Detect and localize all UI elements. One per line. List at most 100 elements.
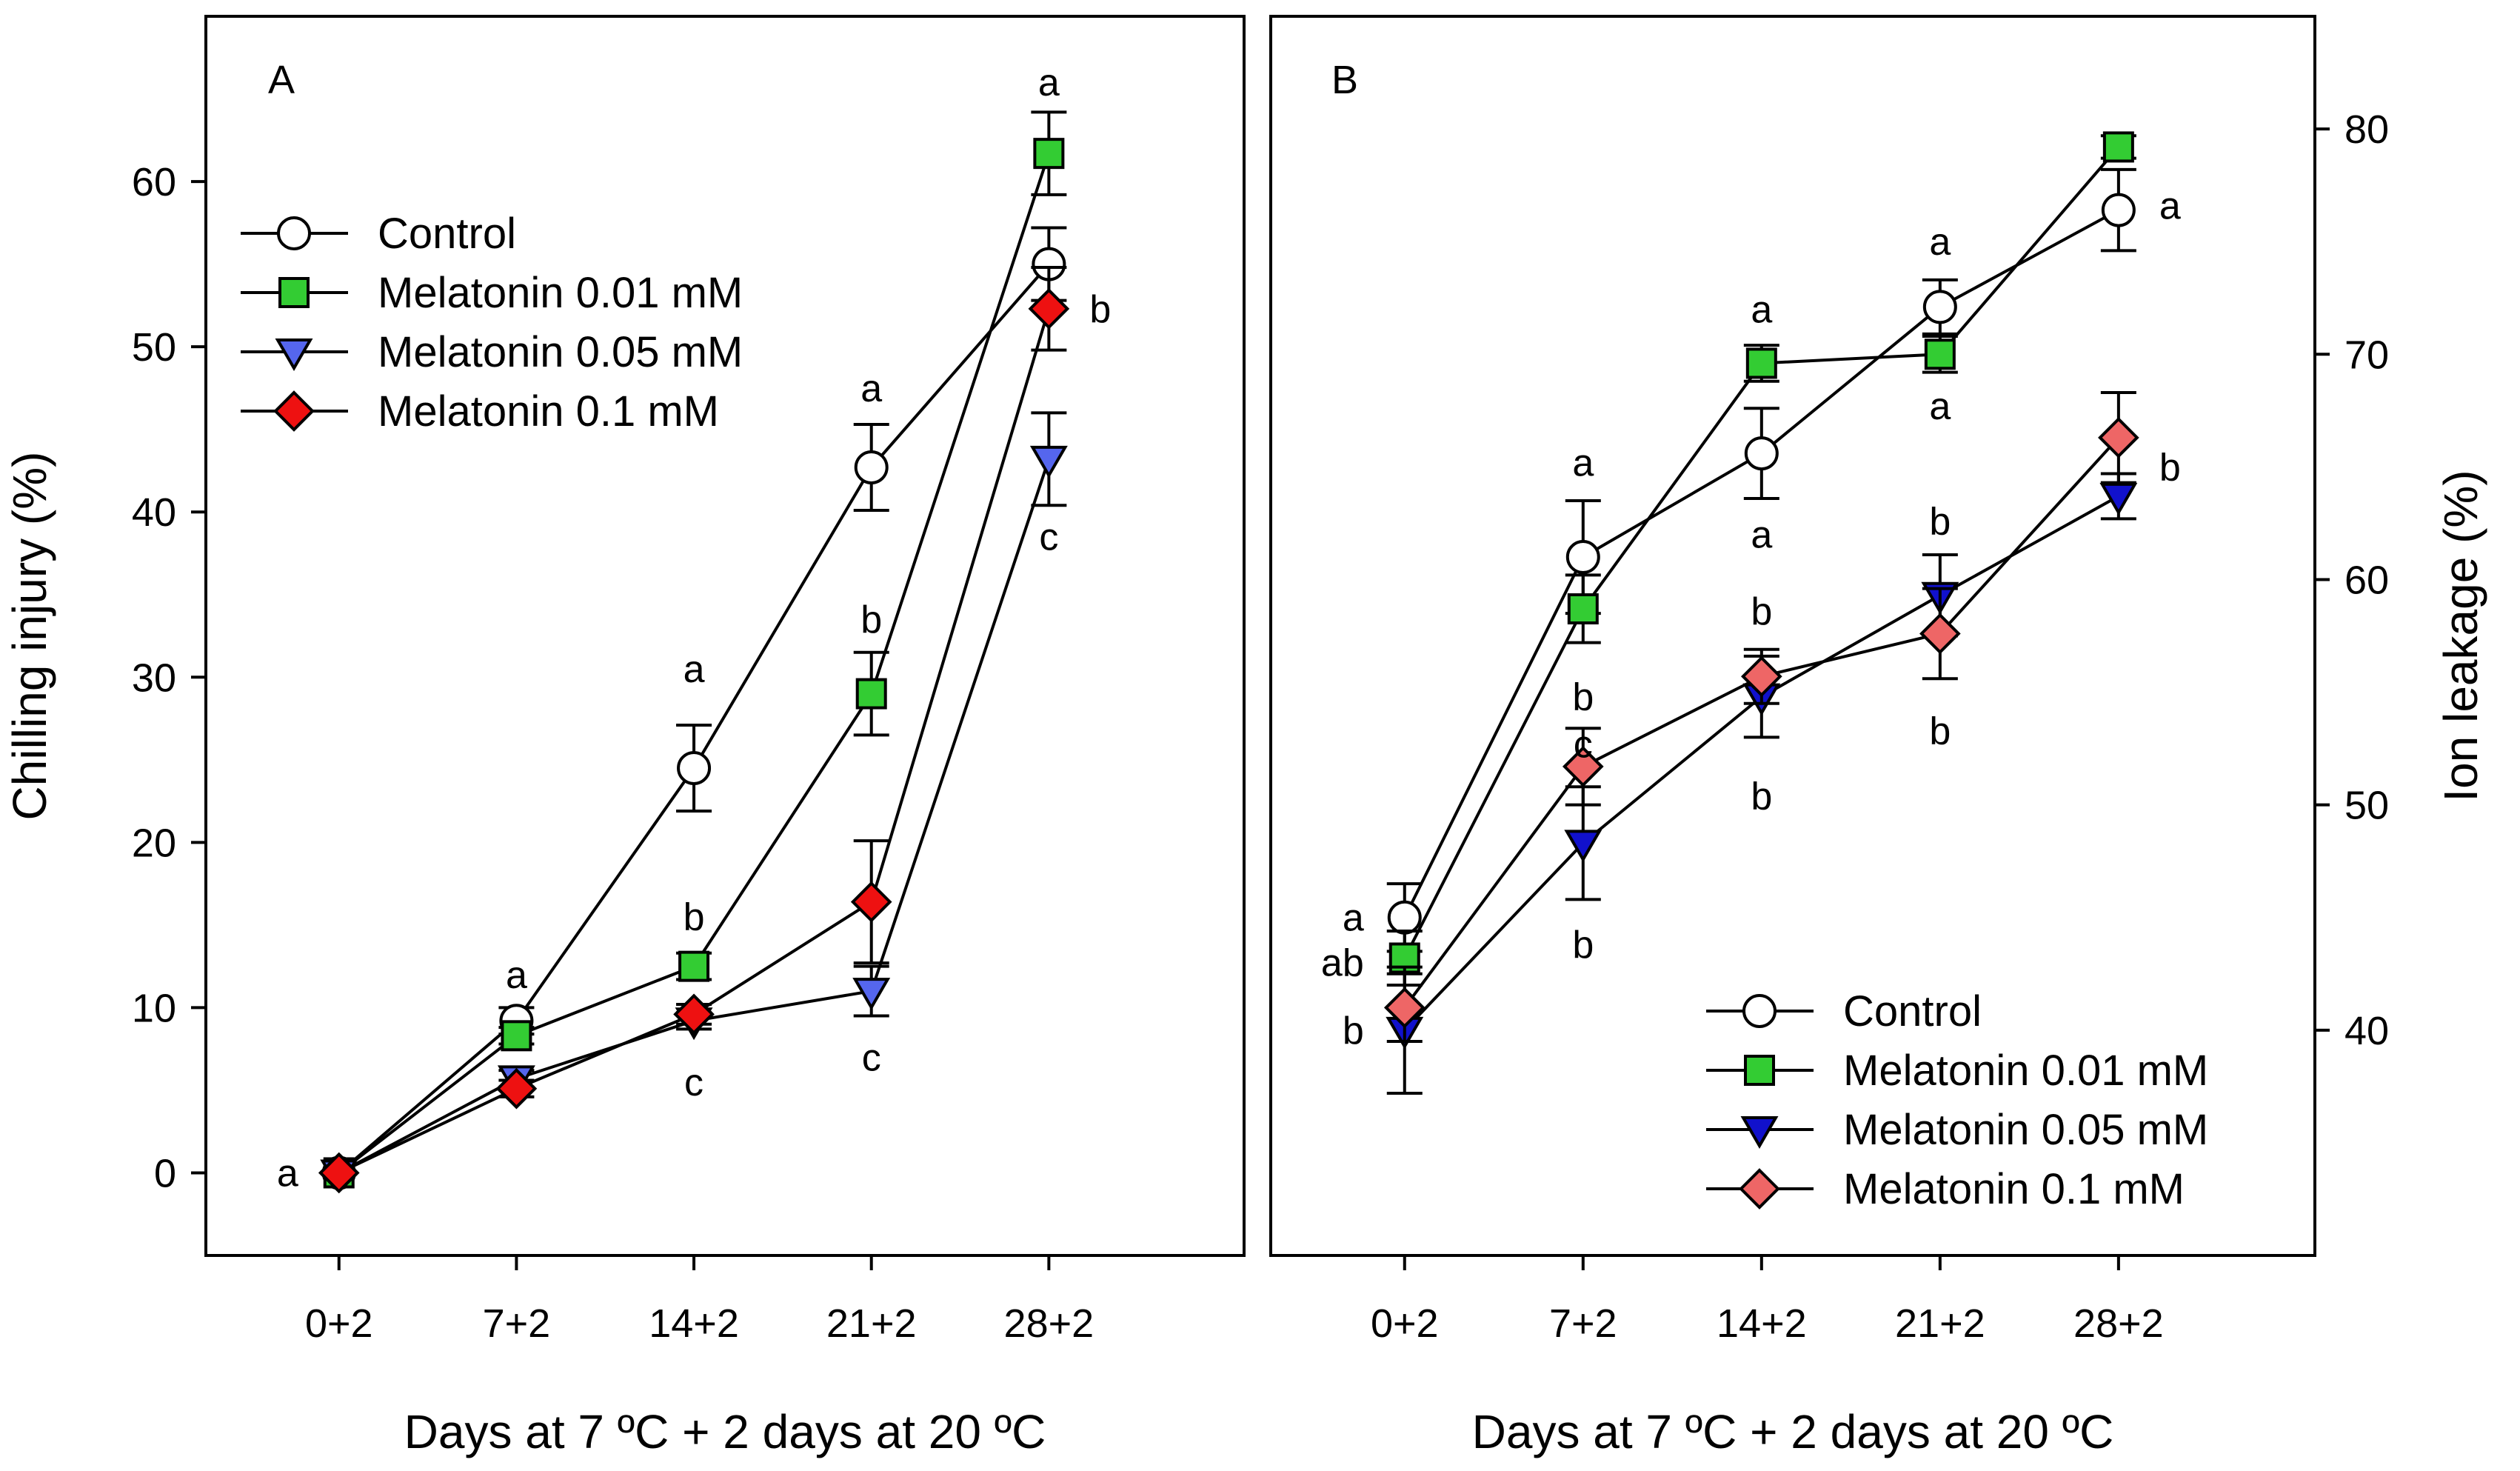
significance-letter: a bbox=[1038, 61, 1060, 104]
significance-letter: b bbox=[684, 896, 705, 939]
panel-label: A bbox=[268, 58, 295, 102]
x-tick-label: 28+2 bbox=[2073, 1301, 2164, 1346]
legend-label: Melatonin 0.05 mM bbox=[1843, 1106, 2208, 1154]
x-tick-label: 14+2 bbox=[649, 1301, 739, 1346]
y-tick-label: 40 bbox=[132, 490, 176, 535]
plot-frame bbox=[1269, 15, 2316, 1257]
legend-label: Melatonin 0.1 mM bbox=[1843, 1165, 2185, 1213]
data-point bbox=[495, 1067, 538, 1110]
data-point bbox=[1565, 540, 1600, 575]
y-tick-label: 0 bbox=[154, 1151, 176, 1195]
series-diamond bbox=[318, 266, 1070, 1194]
data-point bbox=[677, 750, 712, 785]
significance-letter: b bbox=[1929, 710, 1951, 753]
y-tick-label: 50 bbox=[2344, 784, 2389, 828]
data-point bbox=[1567, 593, 1599, 624]
legend-label: Control bbox=[1843, 987, 1982, 1035]
data-point bbox=[1924, 338, 1956, 370]
panel-a-chilling-injury: A 0+2 7+2 14+2 21+2 28+2 0 10 20 30 40 50 60 Days at … bbox=[3, 15, 1246, 1458]
x-tick-label: 0+2 bbox=[305, 1301, 373, 1346]
data-point bbox=[2101, 193, 2136, 227]
series-circle bbox=[1386, 167, 2136, 953]
y-tick-label: 40 bbox=[2344, 1009, 2389, 1053]
significance-letter: a bbox=[506, 954, 527, 997]
significance-letter: a bbox=[277, 1152, 298, 1195]
legend-marker bbox=[1744, 1055, 1775, 1086]
legend-marker bbox=[1740, 1116, 1779, 1149]
y-tick-label: 70 bbox=[2344, 333, 2389, 377]
significance-letter: a bbox=[1572, 441, 1594, 484]
significance-letter: b bbox=[1929, 500, 1951, 543]
y-axis-label: Chilling injury (%) bbox=[3, 452, 56, 821]
data-point bbox=[1562, 746, 1604, 787]
data-point bbox=[1919, 613, 1961, 655]
significance-letter: b bbox=[2159, 446, 2181, 489]
legend-marker bbox=[1742, 994, 1777, 1028]
data-point bbox=[1745, 347, 1777, 379]
y-tick-label: 60 bbox=[132, 160, 176, 204]
data-point bbox=[850, 881, 892, 923]
significance-letter: a bbox=[684, 648, 705, 691]
data-point bbox=[678, 950, 710, 982]
series-line bbox=[1403, 495, 2119, 1032]
data-point bbox=[2102, 131, 2134, 163]
significance-letter: b bbox=[860, 598, 882, 641]
series-square bbox=[1386, 131, 2136, 987]
x-tick-label: 14+2 bbox=[1717, 1301, 1807, 1346]
significance-letter: c bbox=[862, 1036, 881, 1079]
x-tick-label: 21+2 bbox=[1895, 1301, 1985, 1346]
y-tick-label: 20 bbox=[132, 821, 176, 865]
significance-letter: b bbox=[1089, 288, 1111, 331]
significance-letter: c bbox=[1039, 516, 1058, 559]
plot-frame bbox=[204, 15, 1246, 1257]
data-point bbox=[1029, 445, 1068, 478]
y-tick-label: 60 bbox=[2344, 558, 2389, 602]
significance-letter: a bbox=[1929, 385, 1951, 428]
legend-label: Melatonin 0.01 mM bbox=[378, 269, 743, 317]
legend-marker bbox=[1739, 1168, 1780, 1210]
legend-marker bbox=[273, 390, 315, 432]
data-point bbox=[854, 450, 889, 484]
significance-letter: b bbox=[1572, 676, 1594, 719]
panel-label: B bbox=[1331, 58, 1358, 102]
series-square bbox=[323, 110, 1067, 1189]
legend-label: Control bbox=[378, 210, 516, 258]
data-point bbox=[2098, 416, 2139, 458]
significance-letter: c bbox=[1574, 724, 1593, 767]
data-point bbox=[855, 678, 887, 710]
x-tick-label: 7+2 bbox=[483, 1301, 551, 1346]
data-point bbox=[1028, 287, 1070, 330]
data-point bbox=[1744, 436, 1779, 471]
significance-letter: a bbox=[1751, 288, 1772, 331]
significance-letter: b bbox=[1572, 924, 1594, 967]
data-point bbox=[1922, 290, 1957, 324]
data-point bbox=[2099, 482, 2138, 516]
x-axis-label: Days at 7 ºC + 2 days at 20 ºC bbox=[404, 1405, 1046, 1458]
significance-letter: ab bbox=[1321, 942, 1364, 985]
data-point bbox=[1564, 830, 1602, 863]
legend-marker bbox=[275, 338, 313, 371]
data-point bbox=[673, 993, 715, 1035]
significance-letter: a bbox=[860, 367, 882, 410]
y-tick-label: 30 bbox=[132, 656, 176, 700]
significance-letter: b bbox=[1751, 590, 1772, 633]
series-diamond bbox=[1383, 390, 2139, 1044]
y-axis-label: Ion leakage (%) bbox=[2434, 470, 2487, 801]
legend-marker bbox=[278, 277, 310, 308]
x-tick-label: 21+2 bbox=[826, 1301, 917, 1346]
legend: Control Melatonin 0.01 mM Melatonin 0.05 m… bbox=[241, 210, 743, 436]
x-tick-label: 28+2 bbox=[1004, 1301, 1094, 1346]
legend-label: Melatonin 0.1 mM bbox=[378, 387, 719, 436]
legend: Control Melatonin 0.01 mM Melatonin 0.05 m… bbox=[1706, 987, 2208, 1213]
legend-label: Melatonin 0.01 mM bbox=[1843, 1047, 2208, 1095]
panel-b-ion-leakage: B 0+2 7+2 14+2 21+2 28+2 40 50 60 70 80 Days at 7 º… bbox=[1269, 15, 2487, 1458]
x-axis-label: Days at 7 ºC + 2 days at 20 ºC bbox=[1472, 1405, 2114, 1458]
significance-letter: b bbox=[1343, 1010, 1364, 1053]
y-tick-label: 50 bbox=[132, 325, 176, 370]
data-point bbox=[852, 978, 891, 1011]
significance-letter: a bbox=[1343, 897, 1364, 940]
data-point bbox=[1740, 656, 1782, 698]
data-point bbox=[1033, 138, 1065, 170]
significance-letter: a bbox=[1929, 221, 1951, 264]
significance-letter: a bbox=[2159, 185, 2181, 228]
